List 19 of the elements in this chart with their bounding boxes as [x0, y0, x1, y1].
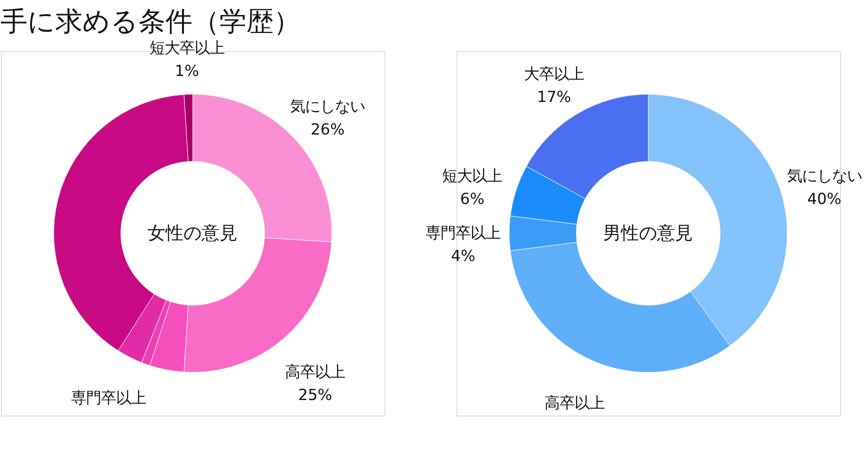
slice-label: 短大以上 — [442, 166, 502, 185]
slice-label: 専門卒以上 — [71, 388, 146, 407]
data-label: 17% — [536, 88, 572, 106]
slice-label: 短大卒以上 — [149, 39, 224, 58]
slice-label: 高卒以上 — [544, 394, 605, 412]
data-label: 25% — [298, 386, 332, 404]
text: 男性の意見 — [603, 223, 694, 244]
slice-label: 専門卒以上 — [426, 224, 501, 242]
text: 手に求める条件（学歴） — [0, 6, 300, 38]
slice-label: 気にしない — [290, 97, 366, 116]
data-label: 40% — [807, 190, 842, 208]
slice-label: 高卒以上 — [285, 362, 346, 381]
data-label: 6% — [460, 190, 484, 208]
data-label: 1% — [174, 62, 200, 80]
data-label: 26% — [310, 120, 345, 138]
text: 女性の意見 — [148, 223, 238, 244]
slice-label: 気にしない — [786, 166, 862, 185]
data-label: 4% — [451, 247, 476, 266]
slice-label: 大卒以上 — [524, 64, 584, 83]
